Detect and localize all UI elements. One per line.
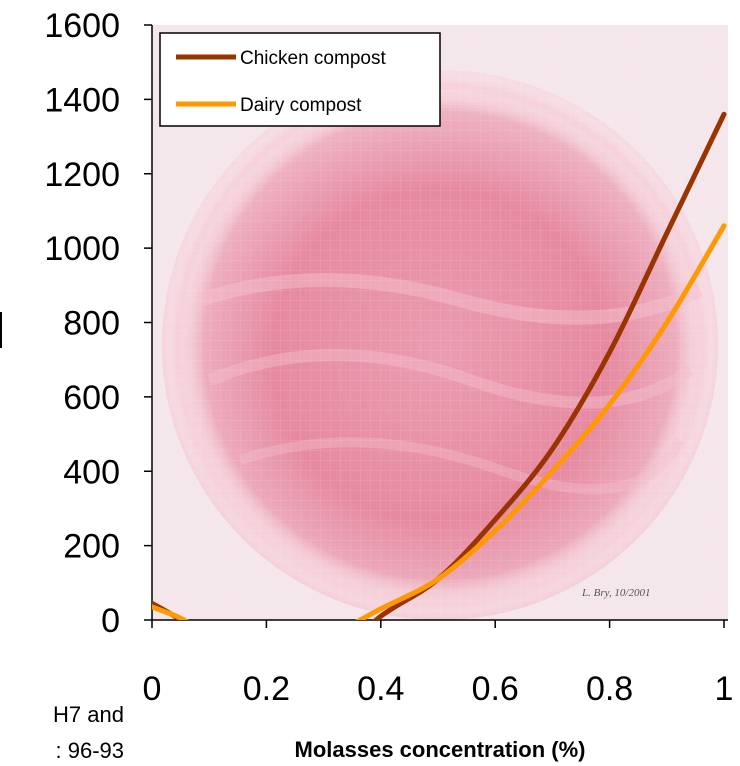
x-tick-label: 0.4 [357,670,404,708]
cut-off-text-line2: : 96-93 [56,738,125,763]
y-tick-label: 1400 [44,81,120,119]
legend: Chicken compost Dairy compost [159,32,441,127]
legend-label-chicken-compost: Chicken compost [240,48,386,69]
x-tick-label: 0.6 [472,670,519,708]
photo-signature: L. Bry, 10/2001 [581,587,650,599]
x-tick-label: 0.2 [243,670,290,708]
y-tick-label: 1600 [44,7,120,45]
x-tick-label: 1 [715,670,734,708]
series-line-dairy-compost [152,223,727,620]
y-tick-label: 1000 [44,230,120,268]
x-axis-label: Molasses concentration (%) [295,737,586,762]
background-photo: L. Bry, 10/2001 [152,25,728,620]
cut-off-text-line1: H7 and [53,702,124,727]
cut-off-mark [0,312,2,348]
legend-label-dairy-compost: Dairy compost [240,95,362,116]
x-tick-label: 0.8 [586,670,633,708]
legend-box [159,32,441,127]
x-axis-ticks: 0 0.2 0.4 0.6 0.8 1 [143,620,734,708]
y-tick-label: 1200 [44,156,120,194]
y-tick-label: 400 [63,453,120,491]
x-tick-label: 0 [143,670,162,708]
y-tick-label: 800 [63,305,120,343]
y-tick-label: 200 [63,528,120,566]
y-tick-label: 0 [101,602,120,640]
y-tick-label: 600 [63,379,120,417]
y-axis-ticks: 0 200 400 600 800 1000 1200 1400 1600 [44,7,152,640]
series-lines [152,111,727,620]
